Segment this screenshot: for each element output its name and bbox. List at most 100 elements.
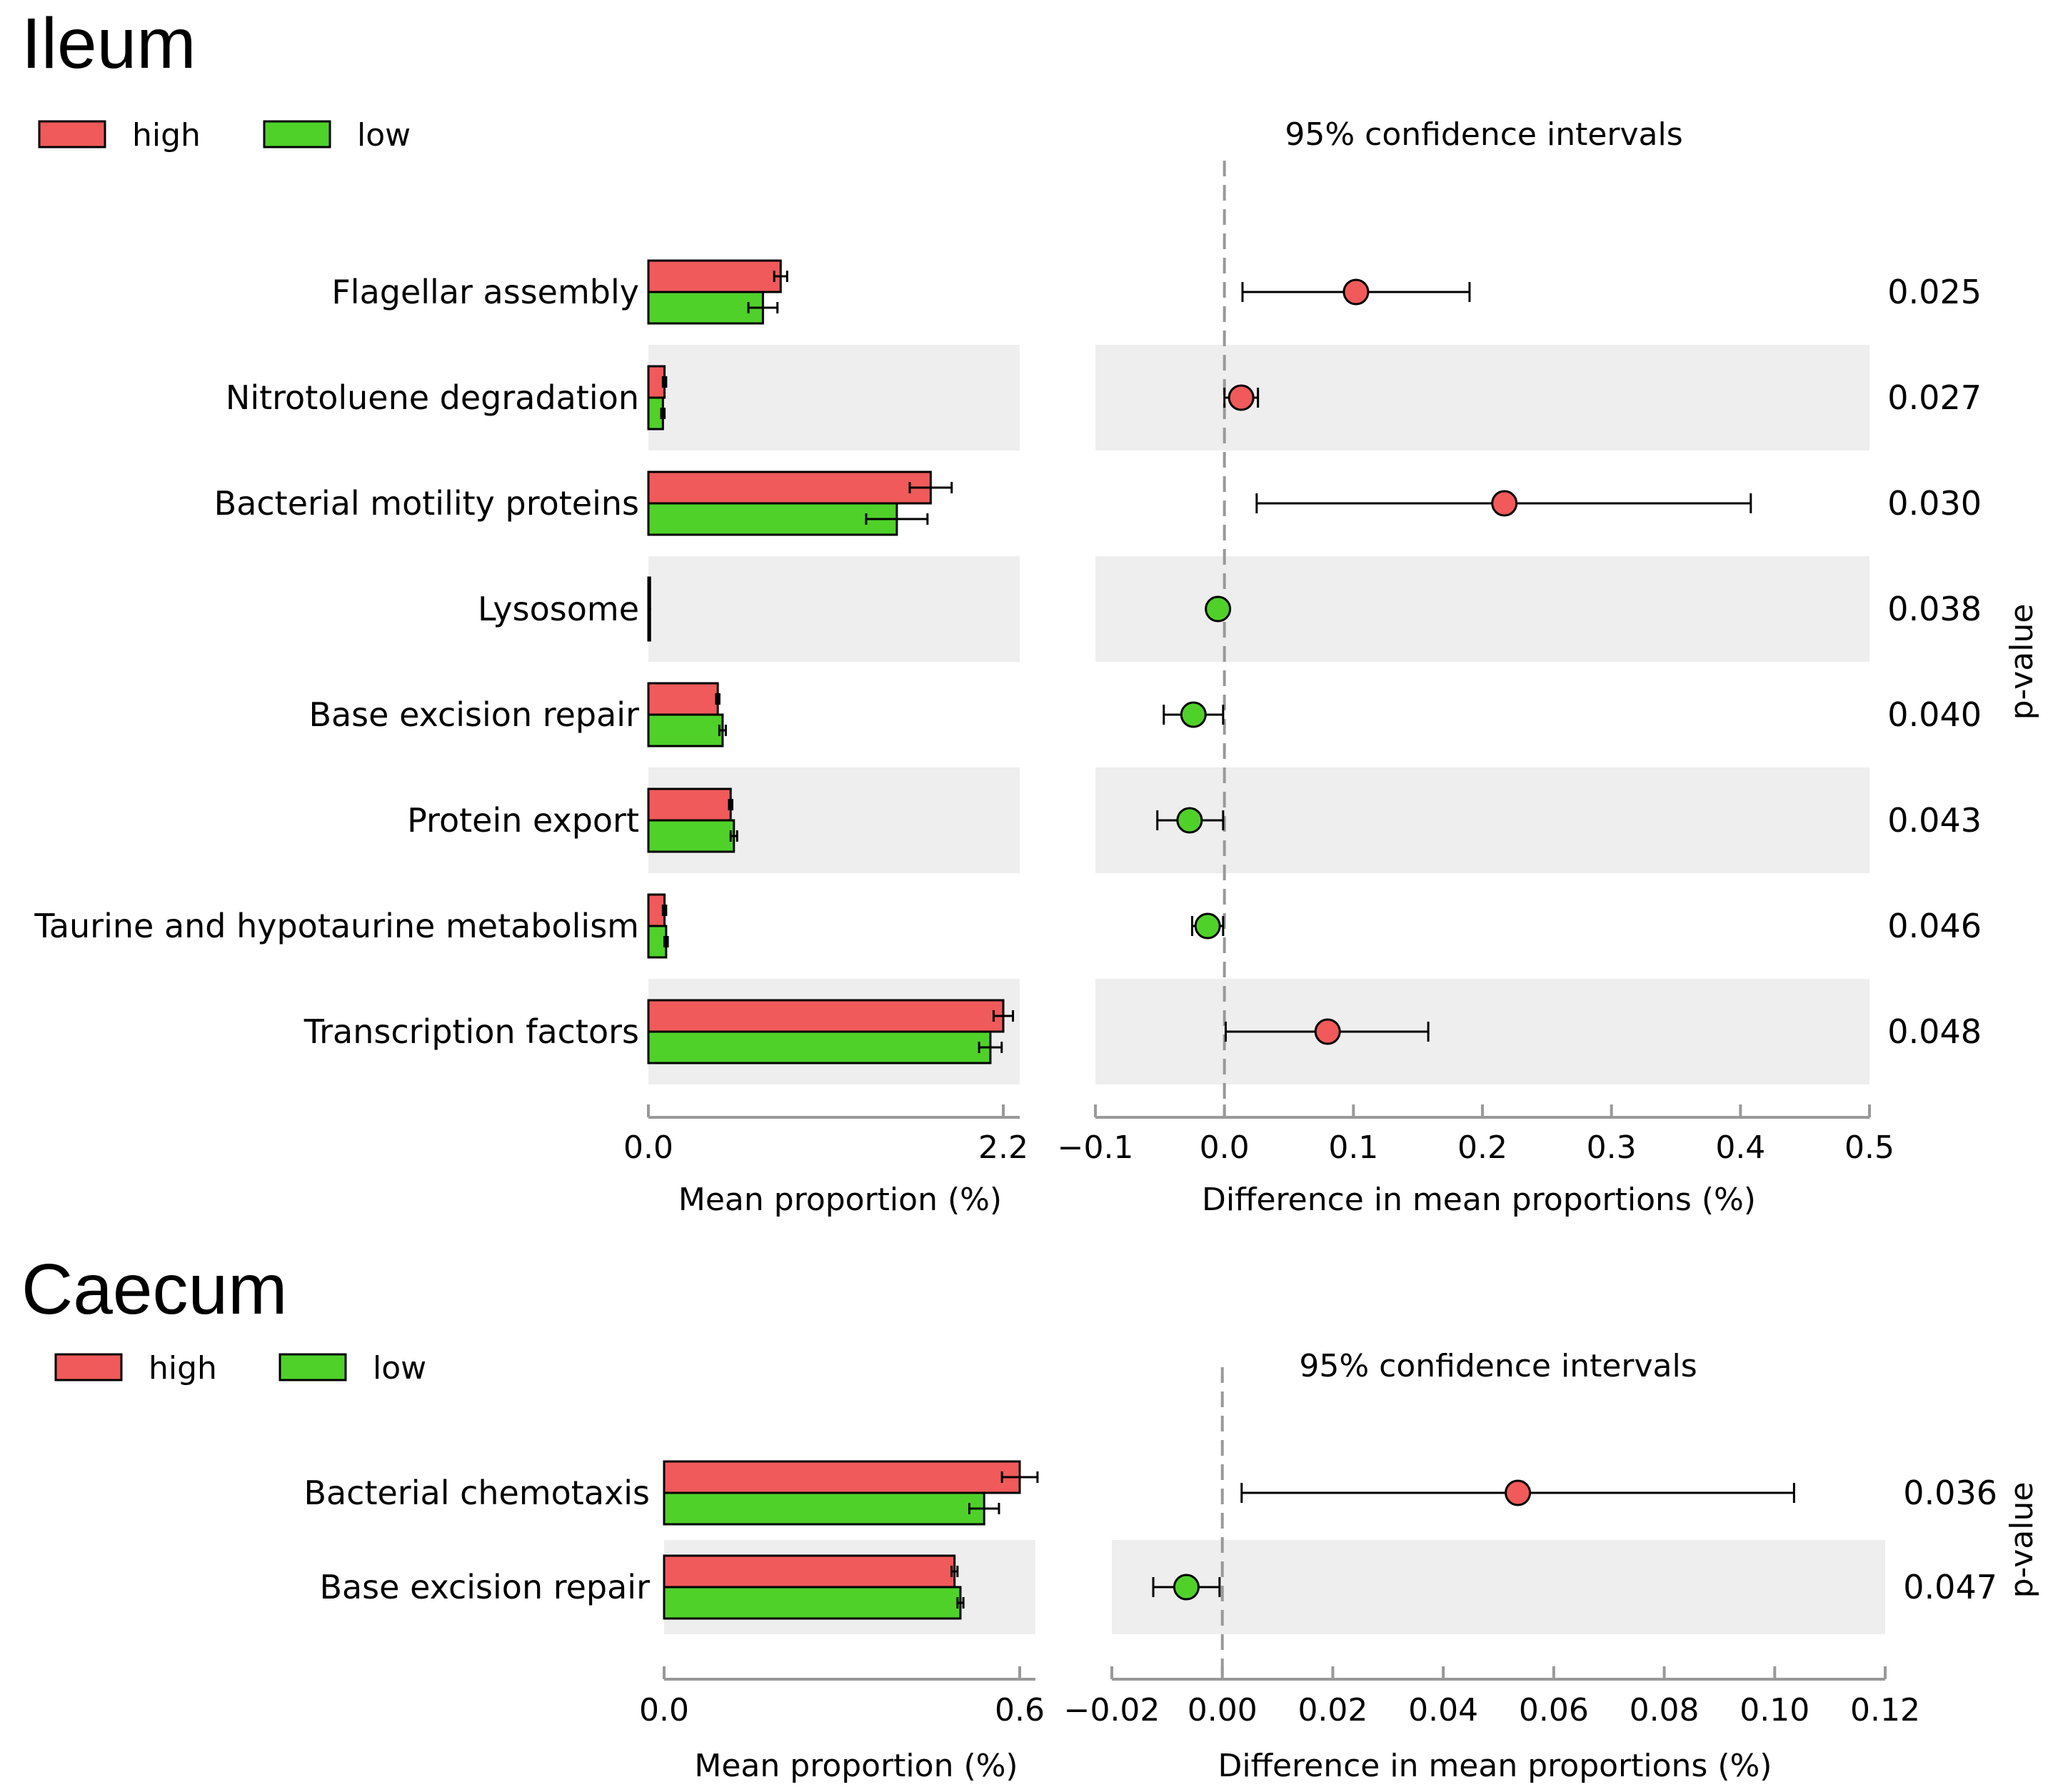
legend-swatch-low [263,120,331,149]
ci-point [1173,1574,1200,1601]
p-value: 0.027 [1887,378,1982,417]
bar-low [647,291,764,325]
p-value-axis-label: p-value [2004,604,2040,720]
legend-label-low: low [357,117,411,153]
ci-title: 95% confidence intervals [1285,116,1682,153]
row-stripe-ci [1095,979,1869,1084]
bar-x-tick-label: 2.2 [978,1129,1028,1166]
p-value: 0.047 [1903,1568,1997,1606]
category-label: Lysosome [478,590,639,628]
legend-label-low: low [373,1350,426,1386]
legend-swatch-high [38,120,106,149]
category-label: Base excision repair [308,695,639,734]
legend-swatch-low [278,1353,347,1381]
legend-label-high: high [149,1350,217,1386]
ci-x-tick-label: 0.4 [1715,1129,1765,1166]
ci-point [1228,384,1255,411]
ci-point [1491,490,1518,517]
bar-low [647,819,736,853]
ci-x-tick-label: 0.02 [1297,1692,1367,1728]
bar-low [663,1586,962,1620]
ci-point [1176,807,1203,834]
bar-high [647,999,1005,1033]
ci-x-tick-label: 0.3 [1587,1129,1637,1166]
ci-x-tick-label: 0.5 [1844,1129,1894,1166]
category-label: Bacterial motility proteins [214,484,639,523]
category-label: Transcription factors [303,1012,639,1051]
legend-swatch-high [54,1353,123,1381]
bar-high [647,470,932,505]
bar-x-tick-label: 0.0 [623,1129,673,1166]
panel-title: Ileum [21,4,196,84]
p-value: 0.038 [1887,590,1982,628]
row-stripe-ci [1112,1540,1885,1634]
p-value: 0.036 [1903,1474,1997,1512]
bar-x-tick-label: 0.6 [995,1692,1045,1728]
bar-x-tick-label: 0.0 [639,1692,689,1728]
row: Bacterial chemotaxis 0.036 [303,1460,1997,1526]
bar-low [663,1491,985,1526]
bar-low [647,502,898,536]
row-stripe-bar [648,556,1020,662]
row: Protein export 0.043 [407,787,1982,853]
bar-high [647,682,719,716]
row: Lysosome 0.038 [478,576,1982,642]
ci-x-tick-label: 0.04 [1408,1692,1478,1728]
p-value: 0.030 [1887,484,1982,523]
ci-x-tick-label: 0.12 [1850,1692,1920,1728]
ci-x-tick-label: 0.06 [1519,1692,1589,1728]
ci-x-tick-label: 0.0 [1200,1129,1250,1166]
ci-title: 95% confidence intervals [1299,1348,1697,1384]
row: Base excision repair 0.047 [319,1554,1997,1620]
row: Base excision repair 0.040 [308,682,1982,747]
ci-x-tick-label: 0.1 [1328,1129,1378,1166]
category-label: Base excision repair [319,1568,650,1606]
panel-title: Caecum [21,1249,287,1329]
row: Nitrotoluene degradation 0.027 [226,365,1982,431]
bar-x-axis-label: Mean proportion (%) [694,1748,1018,1784]
ci-x-axis-label: Difference in mean proportions (%) [1202,1182,1756,1218]
ci-point [1342,278,1370,306]
p-value: 0.040 [1887,695,1982,734]
panel-caecum: Caecum high low 95% confidence intervals Bac… [21,1249,2040,1784]
row-stripe-ci [1095,345,1869,450]
row: Taurine and hypotaurine metabolism 0.046 [34,893,1982,959]
bar-low [647,1030,992,1064]
ci-point [1205,595,1232,623]
category-label: Bacterial chemotaxis [303,1474,650,1512]
bar-low [647,608,651,642]
legend: high low [38,117,411,153]
ci-x-tick-label: 0.10 [1740,1692,1809,1728]
ci-x-axis-label: Difference in mean proportions (%) [1218,1748,1772,1784]
ci-x-tick-label: 0.2 [1457,1129,1507,1166]
category-label: Protein export [407,801,639,840]
panel-ileum: Ileum high low 95% confidence intervals Flag… [21,4,2040,1218]
bar-x-axis-label: Mean proportion (%) [678,1182,1002,1218]
p-value: 0.043 [1887,801,1982,840]
row-stripe-bar [648,345,1020,450]
bar-low [647,713,724,747]
category-label: Flagellar assembly [331,273,639,311]
bar-high [647,576,651,610]
ci-x-tick-label: 0.00 [1188,1692,1258,1728]
bar-high [663,1460,1021,1494]
category-label: Taurine and hypotaurine metabolism [34,907,639,945]
legend: high low [54,1350,426,1386]
ci-point [1314,1018,1341,1045]
bar-high [647,259,782,293]
ci-point [1180,701,1207,728]
row: Bacterial motility proteins 0.030 [214,470,1982,536]
bar-high [647,787,732,822]
p-value: 0.046 [1887,907,1982,945]
p-value: 0.025 [1887,273,1982,311]
ci-x-tick-label: −0.1 [1058,1129,1134,1166]
ci-point [1505,1479,1532,1506]
p-value: 0.048 [1887,1012,1982,1051]
category-label: Nitrotoluene degradation [226,378,639,417]
legend-label-high: high [132,117,201,153]
bar-high [663,1554,956,1589]
row: Transcription factors 0.048 [303,999,1982,1064]
p-value-axis-label: p-value [2004,1482,2040,1599]
ci-x-tick-label: 0.08 [1630,1692,1700,1728]
